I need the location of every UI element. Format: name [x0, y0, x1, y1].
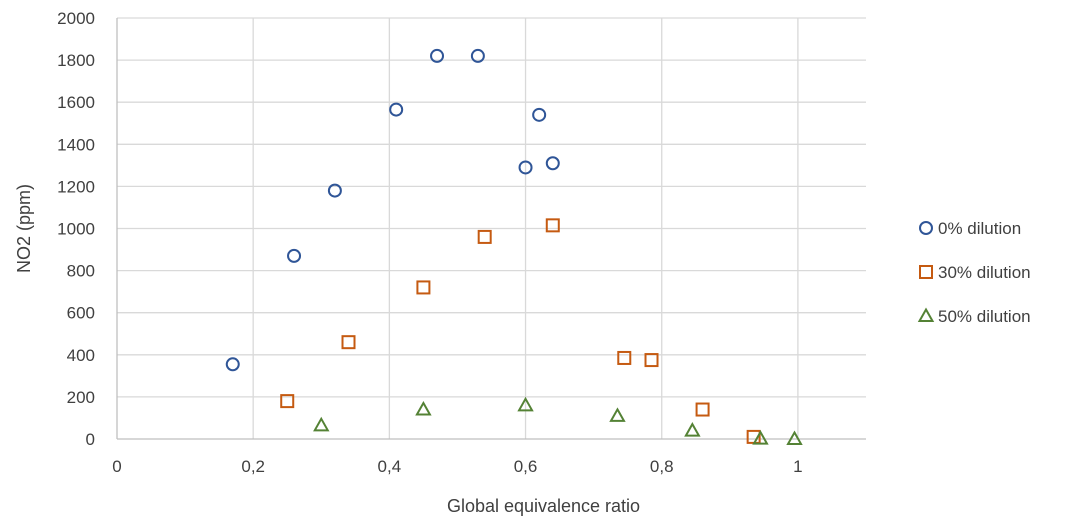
- triangle-data-point: [415, 400, 432, 416]
- x-tick-label: 0,6: [514, 457, 538, 476]
- circle-data-point: [389, 102, 404, 117]
- x-axis-title: Global equivalence ratio: [447, 496, 640, 516]
- triangle-data-point: [609, 407, 626, 422]
- legend-item: 30% dilution: [919, 263, 1031, 282]
- y-tick-label: 1000: [57, 220, 95, 239]
- legend-item: 50% dilution: [917, 307, 1031, 326]
- series-1: [225, 48, 560, 372]
- y-tick-label: 800: [67, 262, 95, 281]
- circle-data-point: [225, 357, 240, 372]
- triangle-data-point: [313, 416, 330, 432]
- legend-label: 0% dilution: [938, 219, 1021, 238]
- square-data-point: [341, 335, 356, 350]
- square-data-point: [545, 218, 560, 233]
- circle-data-point: [470, 48, 485, 63]
- y-axis-title: NO2 (ppm): [14, 184, 34, 273]
- square-data-point: [617, 350, 632, 365]
- square-data-point: [695, 402, 710, 417]
- x-tick-label: 1: [793, 457, 802, 476]
- legend-triangle-marker: [917, 307, 935, 322]
- triangle-data-point: [752, 430, 769, 445]
- legend-circle-marker: [919, 221, 933, 235]
- square-data-point: [416, 280, 431, 295]
- y-tick-label: 200: [67, 388, 95, 407]
- circle-data-point: [518, 160, 533, 175]
- y-tick-label: 1200: [57, 177, 95, 196]
- legend: 0% dilution 30% dilution 50% dilution: [917, 219, 1031, 326]
- legend-label: 50% dilution: [938, 307, 1031, 326]
- series-3: [313, 396, 803, 445]
- square-data-point: [477, 229, 492, 244]
- y-tick-label: 1800: [57, 51, 95, 70]
- triangle-data-point: [684, 422, 701, 437]
- gridlines: [117, 17, 866, 439]
- circle-data-point: [430, 48, 445, 63]
- x-tick-label: 0,2: [241, 457, 265, 476]
- y-tick-label: 1600: [57, 93, 95, 112]
- circle-data-point: [532, 107, 547, 122]
- legend-label: 30% dilution: [938, 263, 1031, 282]
- series-2: [280, 218, 761, 444]
- x-tick-label: 0: [112, 457, 121, 476]
- data-series: [225, 48, 803, 445]
- axes: [116, 18, 866, 440]
- x-tick-label: 0,8: [650, 457, 674, 476]
- y-tick-label: 0: [86, 430, 95, 449]
- triangle-data-point: [786, 430, 803, 445]
- legend-square-marker: [919, 265, 933, 279]
- y-tick-label: 400: [67, 346, 95, 365]
- circle-data-point: [327, 183, 342, 198]
- tick-labels: 0 200 400 600 800 1000 1200 1400 1600 1800 2000 0 0,…: [57, 9, 802, 476]
- y-tick-label: 600: [67, 304, 95, 323]
- triangle-data-point: [517, 396, 534, 412]
- y-tick-label: 1400: [57, 135, 95, 154]
- square-data-point: [644, 353, 659, 368]
- circle-data-point: [287, 248, 302, 263]
- legend-item: 0% dilution: [919, 219, 1021, 238]
- circle-data-point: [545, 156, 560, 171]
- x-tick-label: 0,4: [378, 457, 402, 476]
- y-tick-label: 2000: [57, 9, 95, 28]
- square-data-point: [280, 394, 295, 409]
